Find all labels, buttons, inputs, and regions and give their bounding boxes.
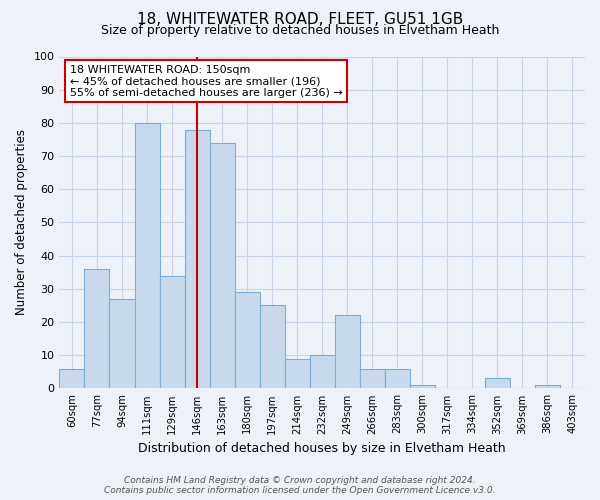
Bar (160, 276, 185, 388)
Bar (360, 368, 385, 388)
X-axis label: Distribution of detached houses by size in Elvetham Heath: Distribution of detached houses by size … (139, 442, 506, 455)
Bar (85, 269, 109, 388)
Bar (284, 358, 310, 388)
Text: 18 WHITEWATER ROAD: 150sqm
← 45% of detached houses are smaller (196)
55% of sem: 18 WHITEWATER ROAD: 150sqm ← 45% of deta… (70, 65, 343, 98)
Bar (535, 385, 560, 388)
Bar (59, 368, 85, 388)
Bar (385, 368, 410, 388)
Bar (235, 292, 260, 388)
Bar (310, 355, 335, 388)
Text: Size of property relative to detached houses in Elvetham Heath: Size of property relative to detached ho… (101, 24, 499, 37)
Text: Contains HM Land Registry data © Crown copyright and database right 2024.
Contai: Contains HM Land Registry data © Crown c… (104, 476, 496, 495)
Bar (109, 299, 134, 388)
Bar (185, 130, 209, 388)
Bar (485, 378, 510, 388)
Bar (209, 143, 235, 388)
Bar (134, 123, 160, 388)
Text: 18, WHITEWATER ROAD, FLEET, GU51 1GB: 18, WHITEWATER ROAD, FLEET, GU51 1GB (137, 12, 463, 28)
Bar (260, 306, 284, 388)
Bar (335, 316, 360, 388)
Y-axis label: Number of detached properties: Number of detached properties (15, 130, 28, 316)
Bar (410, 385, 435, 388)
